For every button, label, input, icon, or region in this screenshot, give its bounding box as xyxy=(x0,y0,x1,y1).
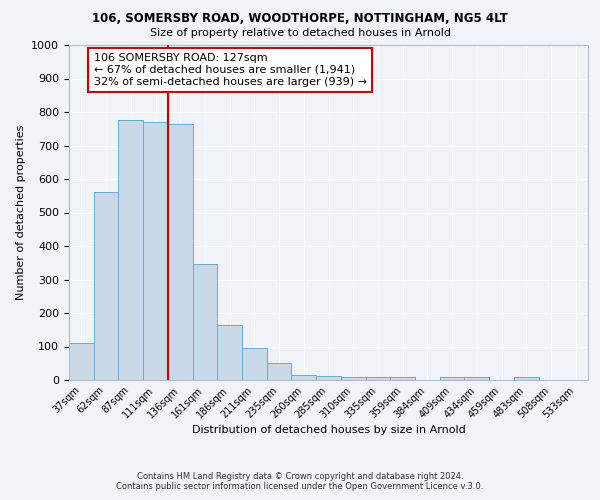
Bar xyxy=(514,376,539,380)
Text: 106 SOMERSBY ROAD: 127sqm
← 67% of detached houses are smaller (1,941)
32% of se: 106 SOMERSBY ROAD: 127sqm ← 67% of detac… xyxy=(94,54,367,86)
Bar xyxy=(267,362,292,380)
Bar xyxy=(242,348,267,380)
Bar xyxy=(365,378,390,380)
Bar xyxy=(143,122,168,380)
Text: Contains public sector information licensed under the Open Government Licence v.: Contains public sector information licen… xyxy=(116,482,484,491)
Bar xyxy=(94,192,118,380)
Bar xyxy=(464,378,489,380)
Bar xyxy=(316,376,341,380)
Bar xyxy=(118,120,143,380)
X-axis label: Distribution of detached houses by size in Arnold: Distribution of detached houses by size … xyxy=(191,426,466,436)
Bar xyxy=(440,376,464,380)
Bar xyxy=(168,124,193,380)
Bar xyxy=(341,376,365,380)
Bar xyxy=(390,378,415,380)
Text: Contains HM Land Registry data © Crown copyright and database right 2024.: Contains HM Land Registry data © Crown c… xyxy=(137,472,463,481)
Text: 106, SOMERSBY ROAD, WOODTHORPE, NOTTINGHAM, NG5 4LT: 106, SOMERSBY ROAD, WOODTHORPE, NOTTINGH… xyxy=(92,12,508,26)
Y-axis label: Number of detached properties: Number of detached properties xyxy=(16,125,26,300)
Text: Size of property relative to detached houses in Arnold: Size of property relative to detached ho… xyxy=(149,28,451,38)
Bar xyxy=(193,264,217,380)
Bar xyxy=(292,375,316,380)
Bar xyxy=(69,343,94,380)
Bar xyxy=(217,326,242,380)
